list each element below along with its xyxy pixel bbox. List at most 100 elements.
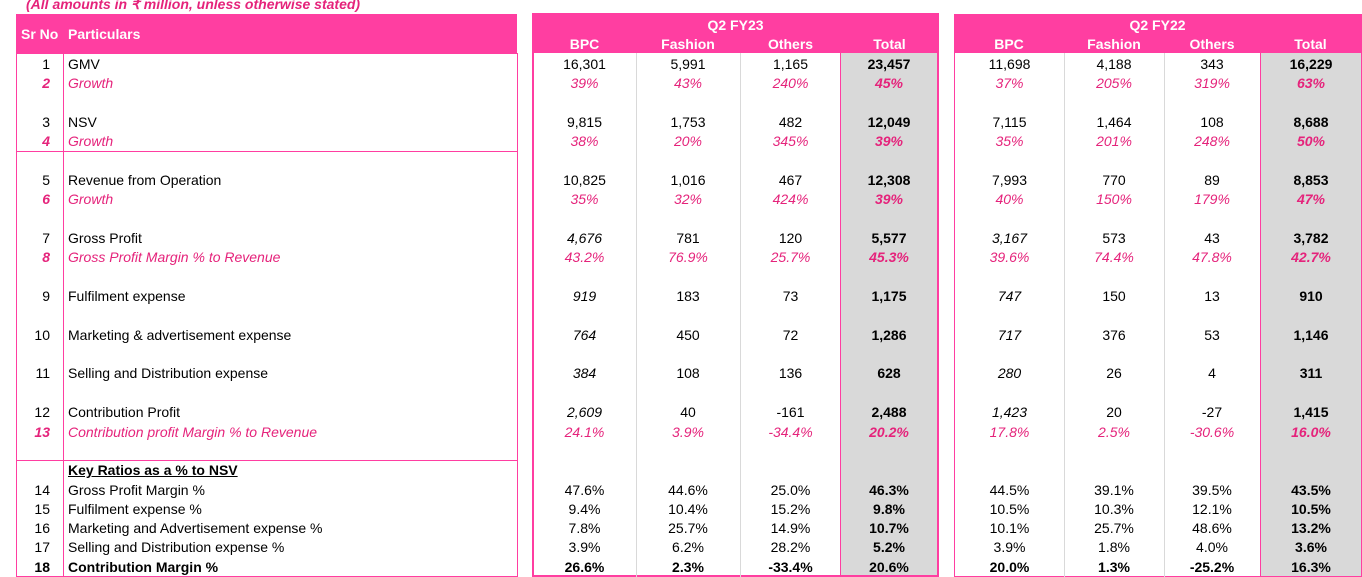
row-value-fy22-total: 10.5%: [1291, 501, 1331, 517]
col-header-bpc: BPC: [994, 36, 1024, 52]
row-value-fy23-bpc: 26.6%: [564, 559, 605, 575]
row-value-fy22-fashion: 10.3%: [1094, 501, 1134, 517]
row-value-fy23-total: 39%: [874, 133, 904, 149]
row-value-fy23-others: 72: [782, 327, 799, 343]
row-value-fy22-others: 48.6%: [1192, 520, 1232, 536]
row-label: Marketing and Advertisement expense %: [68, 520, 323, 536]
row-label: Growth: [68, 75, 114, 91]
row-value-fy23-total: 12,308: [867, 172, 911, 188]
row-value-fy23-total: 46.3%: [869, 482, 909, 498]
col-header-bpc: BPC: [569, 36, 600, 52]
row-sr-no: 17: [34, 539, 50, 555]
currency-note: (All amounts in ₹ million, unless otherw…: [26, 0, 361, 12]
row-label: Gross Profit: [68, 230, 142, 246]
row-value-fy22-others: 53: [1204, 327, 1220, 343]
row-sr-no: 6: [42, 191, 50, 207]
row-value-fy23-fashion: 43%: [673, 75, 703, 91]
row-value-fy22-fashion: 1.3%: [1098, 559, 1130, 575]
row-value-fy22-others: 47.8%: [1192, 249, 1232, 265]
row-value-fy23-fashion: 10.4%: [668, 501, 708, 517]
row-label: Gross Profit Margin %: [68, 482, 205, 498]
row-value-fy22-total: 43.5%: [1291, 482, 1331, 498]
row-value-fy22-others: 13: [1204, 288, 1220, 304]
total-divider: [840, 33, 841, 577]
row-value-fy23-others: 467: [778, 172, 803, 188]
row-value-fy22-others: 4.0%: [1196, 539, 1228, 555]
row-value-fy22-total: 8,853: [1293, 172, 1329, 188]
row-value-fy23-bpc: 16,301: [563, 56, 606, 72]
row-value-fy22-others: 4: [1208, 365, 1216, 381]
row-value-fy22-others: -30.6%: [1189, 424, 1235, 440]
row-value-fy22-total: 3,782: [1293, 230, 1329, 246]
row-label: Fulfilment expense %: [68, 501, 202, 517]
row-value-fy22-others: 12.1%: [1192, 501, 1232, 517]
row-value-fy23-fashion: 781: [676, 230, 700, 246]
row-value-fy22-fashion: 150: [1102, 288, 1126, 304]
row-value-fy22-bpc: 37%: [995, 75, 1024, 91]
row-value-fy22-bpc: 35%: [995, 133, 1024, 149]
row-value-fy23-bpc: 919: [572, 288, 597, 304]
col-header-total: Total: [873, 36, 906, 52]
row-value-fy23-bpc: 2,609: [566, 404, 603, 420]
row-label: Gross Profit Margin % to Revenue: [68, 249, 281, 265]
row-value-fy23-total: 45.3%: [869, 249, 909, 265]
row-value-fy22-bpc: 7,993: [991, 172, 1028, 188]
row-value-fy22-bpc: 3,167: [991, 230, 1028, 246]
row-value-fy23-fashion: 25.7%: [668, 520, 708, 536]
col-header-total: Total: [1294, 36, 1327, 52]
row-value-fy22-others: 343: [1200, 56, 1224, 72]
total-divider: [1260, 33, 1261, 577]
row-value-fy23-bpc: 43.2%: [564, 249, 605, 265]
row-value-fy23-fashion: 1,016: [670, 172, 706, 188]
row-value-fy23-bpc: 35%: [570, 191, 599, 207]
row-value-fy22-total: 63%: [1296, 75, 1326, 91]
row-value-fy22-total: 47%: [1296, 191, 1326, 207]
row-value-fy23-total: 628: [877, 365, 901, 381]
row-value-fy23-others: 25.0%: [770, 482, 811, 498]
row-value-fy22-fashion: 20: [1106, 404, 1122, 420]
col-header-fashion: Fashion: [661, 36, 715, 52]
row-value-fy22-bpc: 10.5%: [989, 501, 1030, 517]
row-value-fy23-bpc: 10,825: [563, 172, 606, 188]
block-title-q2fy22: Q2 FY22: [1129, 17, 1186, 33]
row-value-fy22-bpc: 7,115: [992, 114, 1027, 130]
row-value-fy23-total: 9.8%: [873, 501, 905, 517]
row-sr-no: 13: [34, 424, 50, 440]
row-value-fy23-fashion: 76.9%: [668, 249, 708, 265]
row-value-fy23-bpc: 38%: [570, 133, 599, 149]
row-value-fy23-bpc: 4,676: [566, 230, 603, 246]
row-value-fy22-total: 42.7%: [1291, 249, 1331, 265]
table-header-left: Sr No Particulars: [16, 14, 517, 53]
row-value-fy22-total: 16.0%: [1291, 424, 1331, 440]
row-label: Growth: [68, 191, 114, 207]
row-sr-no: 16: [34, 520, 50, 536]
row-value-fy22-bpc: 39.6%: [989, 249, 1030, 265]
row-value-fy22-bpc: 10.1%: [989, 520, 1030, 536]
row-sr-no: 5: [42, 172, 50, 188]
row-value-fy23-bpc: 47.6%: [564, 482, 605, 498]
row-value-fy23-others: 73: [782, 288, 799, 304]
row-value-fy23-total: 5.2%: [873, 539, 905, 555]
row-value-fy23-fashion: 2.3%: [672, 559, 704, 575]
col-header-others: Others: [1189, 36, 1235, 52]
row-value-fy23-total: 2,488: [871, 404, 907, 420]
row-value-fy22-total: 8,688: [1293, 114, 1329, 130]
row-label: Fulfilment expense: [68, 288, 186, 304]
row-value-fy23-total: 45%: [874, 75, 904, 91]
row-value-fy23-fashion: 450: [676, 327, 700, 343]
row-value-fy22-bpc: 1,423: [991, 404, 1028, 420]
column-divider: [636, 53, 637, 577]
row-sr-no: 14: [34, 482, 50, 498]
row-value-fy23-bpc: 7.8%: [568, 520, 601, 536]
row-value-fy22-others: 179%: [1194, 191, 1230, 207]
row-value-fy22-total: 3.6%: [1295, 539, 1327, 555]
total-column-shade-q2fy22: [1261, 53, 1361, 577]
row-value-fy23-others: 120: [778, 230, 803, 246]
row-value-fy22-total: 910: [1299, 288, 1323, 304]
row-value-fy23-others: -34.4%: [768, 424, 813, 440]
row-value-fy23-others: 424%: [772, 191, 809, 207]
row-value-fy22-fashion: 573: [1102, 230, 1126, 246]
row-value-fy23-total: 5,577: [871, 230, 907, 246]
row-value-fy22-total: 311: [1299, 365, 1323, 381]
row-sr-no: 4: [42, 133, 50, 149]
